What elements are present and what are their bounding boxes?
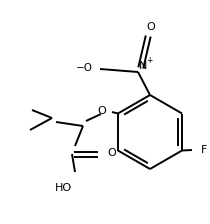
- Text: O: O: [107, 148, 116, 158]
- Text: O: O: [147, 22, 155, 32]
- Text: HO: HO: [54, 183, 72, 193]
- Text: +: +: [146, 56, 152, 65]
- Text: F: F: [201, 145, 207, 155]
- Text: −O: −O: [76, 63, 93, 73]
- Text: O: O: [97, 106, 106, 116]
- Text: N: N: [139, 61, 147, 71]
